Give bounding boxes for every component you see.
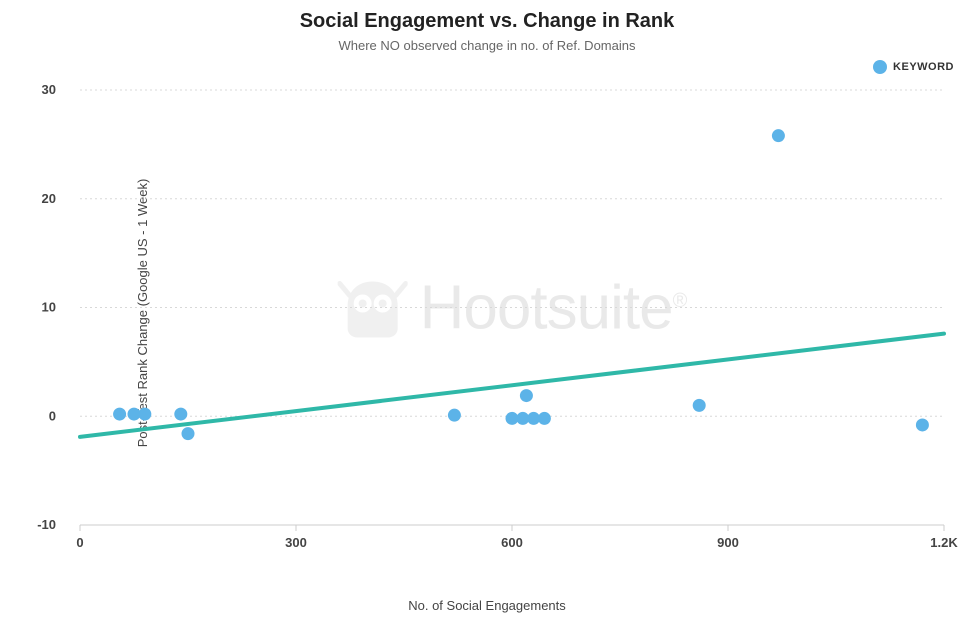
data-point xyxy=(182,427,195,440)
legend: KEYWORD xyxy=(873,60,954,74)
data-point xyxy=(916,418,929,431)
x-tick-label: 1.2K xyxy=(930,535,958,550)
data-point xyxy=(520,389,533,402)
data-point xyxy=(772,129,785,142)
y-tick-label: 20 xyxy=(42,191,56,206)
data-point xyxy=(538,412,551,425)
chart-container: Social Engagement vs. Change in Rank Whe… xyxy=(0,0,974,625)
x-tick-label: 0 xyxy=(76,535,83,550)
data-point xyxy=(693,399,706,412)
plot-svg: -10010203003006009001.2K xyxy=(70,80,954,555)
x-tick-label: 900 xyxy=(717,535,739,550)
data-point xyxy=(138,408,151,421)
data-point xyxy=(174,408,187,421)
y-tick-label: 0 xyxy=(49,408,56,423)
chart-subtitle: Where NO observed change in no. of Ref. … xyxy=(0,38,974,53)
y-tick-label: 10 xyxy=(42,300,56,315)
x-tick-label: 300 xyxy=(285,535,307,550)
legend-label: KEYWORD xyxy=(893,61,954,73)
data-point xyxy=(448,409,461,422)
plot-area: Hootsuite® -10010203003006009001.2K xyxy=(70,80,954,555)
y-tick-label: 30 xyxy=(42,82,56,97)
data-point xyxy=(113,408,126,421)
y-tick-label: -10 xyxy=(37,517,56,532)
x-tick-label: 600 xyxy=(501,535,523,550)
x-axis-label: No. of Social Engagements xyxy=(408,598,566,613)
chart-title: Social Engagement vs. Change in Rank xyxy=(0,10,974,33)
legend-marker xyxy=(873,60,887,74)
